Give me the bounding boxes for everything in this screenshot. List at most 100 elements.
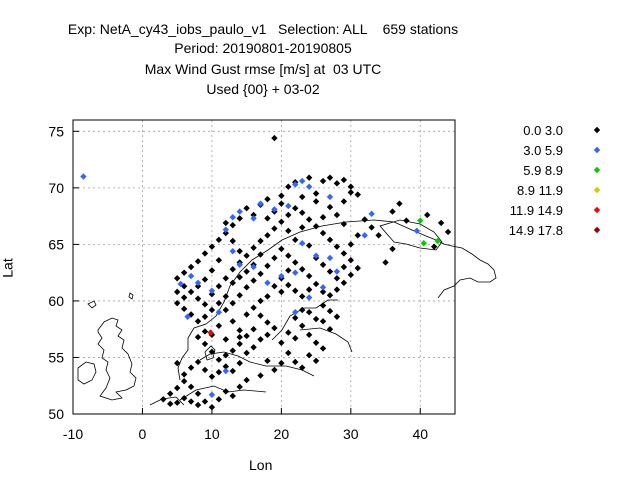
data-point bbox=[326, 307, 334, 315]
data-point bbox=[444, 228, 452, 236]
data-point bbox=[250, 325, 257, 333]
data-point bbox=[222, 388, 229, 395]
data-point bbox=[278, 245, 285, 253]
data-point bbox=[243, 284, 250, 291]
data-point bbox=[201, 276, 209, 283]
data-point bbox=[236, 292, 243, 299]
data-point bbox=[194, 318, 202, 325]
data-point bbox=[215, 396, 223, 403]
data-point bbox=[222, 226, 229, 233]
data-point bbox=[257, 200, 264, 207]
data-point bbox=[208, 306, 216, 314]
data-point bbox=[222, 352, 229, 359]
data-point bbox=[201, 250, 209, 257]
data-point bbox=[326, 268, 334, 275]
data-point bbox=[361, 216, 368, 223]
data-point bbox=[229, 214, 236, 221]
data-point bbox=[250, 244, 257, 251]
data-point bbox=[271, 134, 278, 142]
data-point bbox=[285, 267, 292, 274]
data-point bbox=[264, 232, 271, 239]
data-point bbox=[243, 376, 250, 384]
data-point bbox=[187, 288, 195, 296]
data-point bbox=[368, 224, 375, 231]
data-point bbox=[299, 177, 306, 185]
data-point bbox=[299, 364, 306, 371]
data-point bbox=[180, 305, 188, 313]
data-point bbox=[271, 225, 278, 232]
data-point bbox=[173, 288, 181, 296]
legend-entry-marker bbox=[593, 166, 601, 174]
data-point bbox=[305, 309, 313, 316]
data-point bbox=[319, 177, 327, 185]
data-point bbox=[333, 180, 341, 187]
data-point bbox=[326, 236, 334, 244]
data-point bbox=[215, 356, 223, 363]
data-point bbox=[292, 335, 299, 342]
data-point bbox=[420, 240, 427, 247]
y-tick-label: 50 bbox=[48, 406, 64, 422]
data-point bbox=[312, 357, 320, 365]
data-point bbox=[319, 214, 327, 221]
data-point bbox=[229, 221, 236, 229]
data-point bbox=[278, 200, 285, 207]
data-point bbox=[257, 270, 264, 277]
data-point bbox=[201, 301, 209, 308]
data-point bbox=[347, 241, 355, 248]
legend-entry-label: 8.9 11.9 bbox=[517, 183, 563, 198]
data-point bbox=[292, 287, 299, 294]
data-point bbox=[347, 189, 355, 196]
data-point bbox=[354, 232, 361, 239]
chart-title-line-2: Period: 20190801-20190805 bbox=[174, 40, 352, 56]
y-tick-label: 70 bbox=[48, 180, 64, 196]
data-point bbox=[340, 279, 348, 287]
data-point bbox=[194, 401, 202, 409]
data-point bbox=[333, 243, 341, 250]
data-point bbox=[292, 269, 299, 276]
data-point bbox=[229, 392, 236, 400]
data-point bbox=[285, 227, 292, 235]
data-point bbox=[250, 263, 257, 271]
data-point bbox=[257, 297, 264, 305]
data-point bbox=[264, 262, 271, 270]
data-point bbox=[222, 336, 229, 343]
data-point bbox=[264, 293, 271, 300]
data-point bbox=[257, 336, 264, 343]
data-point bbox=[319, 288, 327, 296]
data-point bbox=[312, 190, 320, 197]
legend-entry-marker bbox=[593, 206, 601, 214]
data-point bbox=[208, 290, 216, 298]
data-point bbox=[305, 242, 313, 249]
data-point bbox=[180, 378, 188, 385]
data-point bbox=[299, 293, 306, 300]
data-point bbox=[229, 279, 236, 287]
data-point bbox=[187, 364, 195, 371]
data-point bbox=[264, 195, 271, 203]
data-point bbox=[257, 312, 264, 319]
data-point bbox=[347, 271, 355, 279]
legend-entry-label: 14.9 17.8 bbox=[509, 223, 563, 238]
data-point bbox=[264, 357, 271, 365]
data-point bbox=[264, 279, 271, 287]
data-point bbox=[160, 396, 167, 403]
data-point bbox=[292, 314, 299, 322]
data-point bbox=[319, 318, 327, 325]
data-point bbox=[167, 390, 174, 397]
data-point bbox=[292, 205, 299, 212]
data-point bbox=[326, 203, 334, 211]
data-point bbox=[201, 328, 209, 335]
data-point bbox=[215, 283, 223, 290]
data-point bbox=[278, 339, 285, 346]
plot-area-frame bbox=[72, 119, 456, 415]
data-point bbox=[312, 280, 320, 288]
data-point bbox=[215, 236, 223, 244]
x-tick-label: -10 bbox=[63, 426, 83, 442]
x-tick-label: 10 bbox=[204, 426, 220, 442]
data-point bbox=[243, 349, 250, 357]
data-point bbox=[326, 292, 334, 299]
data-point bbox=[243, 252, 250, 259]
data-point bbox=[194, 258, 202, 265]
data-point bbox=[271, 324, 278, 332]
data-point bbox=[434, 237, 441, 245]
data-point bbox=[312, 198, 320, 205]
